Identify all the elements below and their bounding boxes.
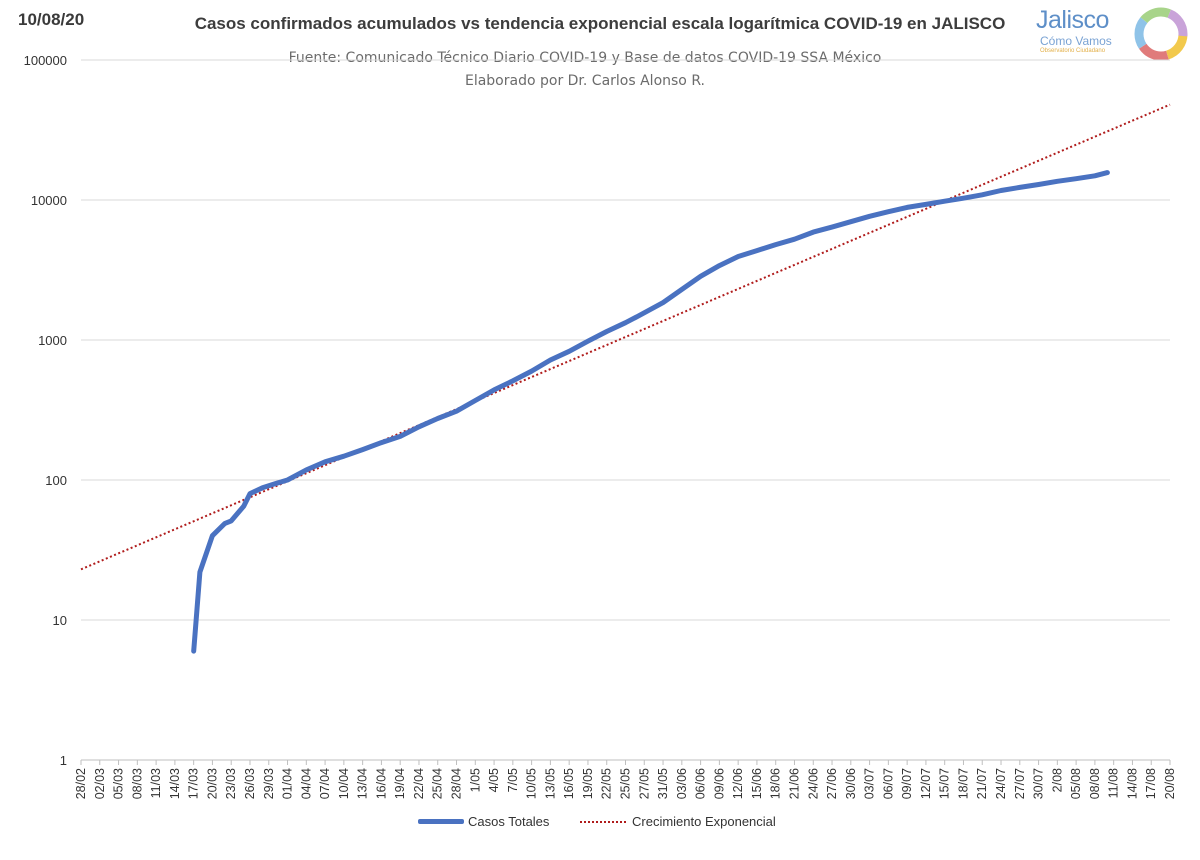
x-tick-label: 11/08 bbox=[1107, 768, 1121, 798]
logo-ring-icon bbox=[1134, 7, 1188, 61]
logo-tagline: Cómo Vamos bbox=[1040, 34, 1112, 48]
x-tick-label: 06/07 bbox=[881, 768, 895, 799]
y-tick-label: 100 bbox=[45, 473, 67, 488]
series-line-casos-totales bbox=[191, 170, 1110, 654]
legend-solid-swatch bbox=[418, 819, 464, 824]
x-tick-label: 11/03 bbox=[149, 768, 163, 798]
x-tick-label: 17/03 bbox=[187, 768, 201, 799]
x-tick-label: 01/04 bbox=[281, 768, 295, 799]
x-tick-label: 09/06 bbox=[712, 768, 726, 799]
logo-subline: Observatorio Ciudadano bbox=[1040, 48, 1106, 54]
x-tick-label: 13/05 bbox=[543, 768, 557, 799]
x-tick-label: 7/05 bbox=[506, 768, 520, 792]
legend-crecimiento: Crecimiento Exponencial bbox=[580, 814, 776, 829]
x-axis-ticks: 28/02 02/03 05/03 08/03 11/03 14/03 17/03 20/03… bbox=[74, 760, 1177, 799]
x-tick-label: 12/07 bbox=[919, 768, 933, 799]
x-tick-label: 12/06 bbox=[731, 768, 745, 799]
legend-label-crecimiento: Crecimiento Exponencial bbox=[632, 814, 776, 829]
x-tick-label: 15/06 bbox=[750, 768, 764, 799]
x-tick-label: 18/07 bbox=[956, 768, 970, 799]
chart-subtitle-author: Elaborado por Dr. Carlos Alonso R. bbox=[464, 73, 706, 89]
logo-name: Jalisco bbox=[1036, 6, 1109, 34]
x-tick-label: 19/05 bbox=[581, 768, 595, 799]
x-tick-label: 03/07 bbox=[863, 768, 877, 799]
y-tick-label: 1000 bbox=[38, 333, 67, 348]
x-tick-label: 21/07 bbox=[975, 768, 989, 799]
x-tick-label: 15/07 bbox=[938, 768, 952, 799]
x-tick-label: 02/03 bbox=[93, 768, 107, 799]
x-tick-label: 28/04 bbox=[450, 768, 464, 799]
x-tick-label: 2/08 bbox=[1050, 768, 1064, 792]
x-tick-label: 22/04 bbox=[412, 768, 426, 799]
x-tick-label: 26/03 bbox=[243, 768, 257, 799]
x-tick-label: 03/06 bbox=[675, 768, 689, 799]
jalisco-como-vamos-logo: Jalisco Cómo Vamos Observatorio Ciudadan… bbox=[1030, 4, 1195, 62]
x-tick-label: 24/07 bbox=[994, 768, 1008, 799]
x-tick-label: 10/05 bbox=[525, 768, 539, 799]
x-tick-label: 1/05 bbox=[468, 768, 482, 792]
x-tick-label: 27/06 bbox=[825, 768, 839, 799]
x-tick-label: 29/03 bbox=[262, 768, 276, 799]
x-tick-label: 07/04 bbox=[318, 768, 332, 799]
x-tick-label: 17/08 bbox=[1144, 768, 1158, 799]
legend-dotted-swatch bbox=[580, 820, 626, 823]
x-tick-label: 28/02 bbox=[74, 768, 88, 799]
date-stamp: 10/08/20 bbox=[18, 10, 85, 29]
x-tick-label: 16/04 bbox=[374, 768, 388, 799]
legend-casos-totales: Casos Totales bbox=[418, 814, 549, 829]
x-tick-label: 25/04 bbox=[431, 768, 445, 799]
legend-label-casos: Casos Totales bbox=[468, 814, 550, 829]
x-tick-label: 20/08 bbox=[1163, 768, 1177, 799]
x-tick-label: 27/05 bbox=[637, 768, 651, 799]
y-tick-label: 10 bbox=[53, 613, 67, 628]
x-tick-label: 24/06 bbox=[806, 768, 820, 799]
y-tick-label: 1 bbox=[60, 753, 67, 768]
trend-line-crecimiento-exponencial bbox=[80, 103, 1171, 571]
x-tick-label: 27/07 bbox=[1013, 768, 1027, 799]
x-tick-label: 19/04 bbox=[393, 768, 407, 799]
x-tick-label: 18/06 bbox=[769, 768, 783, 799]
x-tick-label: 20/03 bbox=[205, 768, 219, 799]
x-tick-label: 09/07 bbox=[900, 768, 914, 799]
x-tick-label: 04/04 bbox=[299, 768, 313, 799]
chart-subtitle-source: Fuente: Comunicado Técnico Diario COVID-… bbox=[288, 50, 882, 66]
x-tick-label: 22/05 bbox=[600, 768, 614, 799]
x-tick-label: 14/03 bbox=[168, 768, 182, 799]
chart-title: Casos confirmados acumulados vs tendenci… bbox=[194, 14, 1006, 33]
x-tick-label: 16/05 bbox=[562, 768, 576, 799]
x-tick-label: 05/08 bbox=[1069, 768, 1083, 799]
y-tick-label: 10000 bbox=[31, 193, 67, 208]
x-tick-label: 06/06 bbox=[694, 768, 708, 799]
y-axis-ticks: 1 10 100 1000 10000 100000 bbox=[24, 53, 67, 768]
x-tick-label: 23/03 bbox=[224, 768, 238, 799]
series-lines bbox=[80, 103, 1171, 654]
x-tick-label: 14/08 bbox=[1125, 768, 1139, 799]
grid-lines bbox=[81, 59, 1170, 761]
x-tick-label: 13/04 bbox=[356, 768, 370, 799]
x-tick-label: 05/03 bbox=[112, 768, 126, 799]
x-tick-label: 31/05 bbox=[656, 768, 670, 799]
x-tick-label: 25/05 bbox=[619, 768, 633, 799]
y-tick-label: 100000 bbox=[24, 53, 67, 68]
x-tick-label: 21/06 bbox=[787, 768, 801, 799]
x-tick-label: 30/06 bbox=[844, 768, 858, 799]
x-tick-label: 08/08 bbox=[1088, 768, 1102, 799]
x-tick-label: 30/07 bbox=[1032, 768, 1046, 799]
x-tick-label: 10/04 bbox=[337, 768, 351, 799]
x-tick-label: 08/03 bbox=[130, 768, 144, 799]
x-tick-label: 4/05 bbox=[487, 768, 501, 792]
